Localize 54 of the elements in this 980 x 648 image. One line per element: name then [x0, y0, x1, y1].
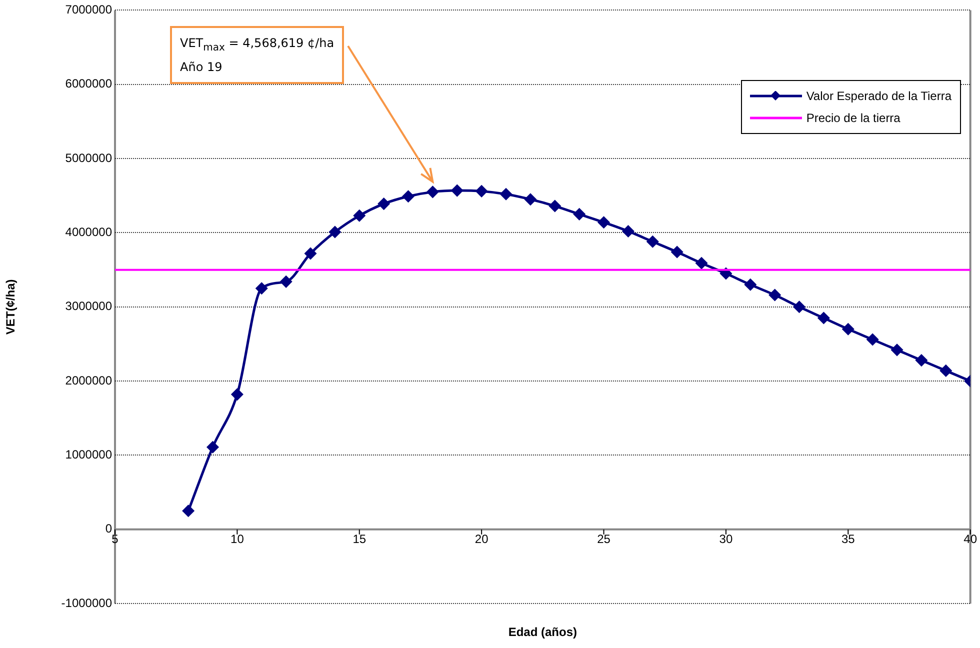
point	[402, 190, 414, 202]
point	[207, 441, 218, 453]
point	[378, 198, 390, 210]
point	[842, 323, 854, 335]
point	[671, 246, 683, 258]
point	[574, 208, 586, 220]
point	[818, 312, 830, 324]
y-tick-label: 3000000	[65, 299, 112, 314]
point	[329, 226, 341, 238]
point	[720, 268, 732, 280]
point	[182, 505, 194, 517]
point	[891, 344, 903, 356]
point	[646, 236, 658, 248]
x-axis-title: Edad (años)	[508, 625, 578, 640]
y-tick-label: -1000000	[61, 596, 112, 610]
point	[500, 188, 512, 200]
y-tick-label: 6000000	[65, 76, 112, 91]
point	[549, 200, 561, 212]
point	[916, 354, 928, 366]
point	[744, 278, 756, 290]
point	[866, 334, 878, 346]
x-tick-label: 15	[352, 532, 366, 546]
x-tick-label: 25	[597, 532, 611, 546]
point	[598, 216, 610, 228]
x-tick-label: 35	[841, 532, 856, 546]
y-tick-label: 2000000	[65, 373, 112, 388]
point	[451, 184, 463, 196]
point	[280, 276, 292, 288]
x-tick-label: 5	[112, 532, 119, 546]
y-tick-label: 7000000	[65, 2, 112, 17]
x-tick-label: 40	[964, 532, 978, 546]
y-tick-label: 5000000	[65, 150, 112, 165]
legend-label: Valor Esperado de la Tierra	[806, 89, 952, 104]
y-tick-label: 4000000	[65, 225, 112, 240]
y-axis-title: VET(¢/ha)	[4, 279, 18, 335]
point	[476, 185, 488, 197]
point	[256, 282, 268, 294]
point	[354, 210, 366, 222]
y-tick-label: 0	[105, 522, 112, 536]
annotation: VET$_{max}$ = 4,568,619 ¢/ha Año 19	[170, 26, 344, 84]
x-tick-label: 30	[719, 532, 733, 546]
point	[622, 225, 634, 237]
point	[426, 186, 438, 198]
legend-label: Precio de la tierra	[806, 111, 900, 126]
x-tick-label: 20	[474, 532, 489, 546]
point	[696, 257, 708, 269]
point	[304, 248, 316, 260]
point	[769, 289, 781, 301]
y-tick-label: 1000000	[65, 448, 112, 462]
x-tick-label: 10	[230, 532, 244, 546]
point	[231, 388, 243, 400]
point	[524, 194, 536, 206]
point	[794, 301, 806, 313]
point	[940, 364, 952, 376]
